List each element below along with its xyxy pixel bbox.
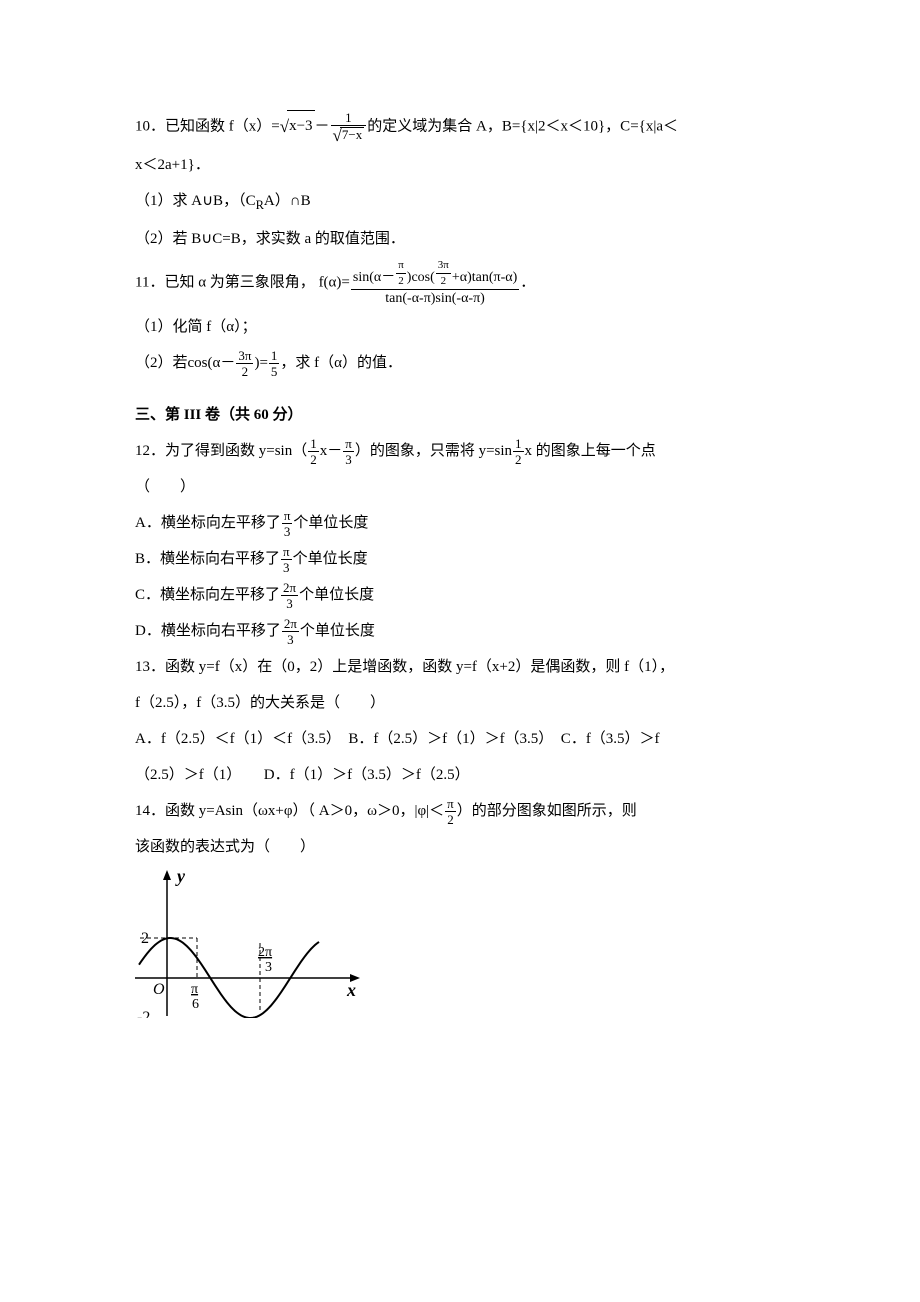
q10-suffix: 的定义域为集合 A，B={x|2＜x＜10}，C={x|a＜ (367, 118, 678, 134)
q10-line1: 10．已知函数 f（x）=√x−3－1√7−x的定义域为集合 A，B={x|2＜… (135, 110, 785, 144)
svg-text:π: π (191, 982, 198, 997)
q14-line1: 14．函数 y=Asin（ωx+φ）（ A＞0，ω＞0，|φ|＜π2）的部分图象… (135, 796, 785, 826)
q11-p1: （1）化简 f（α）； (135, 312, 785, 342)
q10-minus: － (315, 118, 330, 134)
svg-text:-2: -2 (137, 1009, 150, 1018)
q10-line2: x＜2a+1}． (135, 150, 785, 180)
q14-graph: y x O 2 -2 π6 2π3 (135, 868, 785, 1029)
q13-line1: 13．函数 y=f（x）在（0，2）上是增函数，函数 y=f（x+2）是偶函数，… (135, 652, 785, 682)
section-3-heading: 三、第 III 卷（共 60 分） (135, 400, 785, 430)
q11-fa-eq: f(α)= (319, 274, 350, 290)
svg-text:6: 6 (192, 997, 199, 1012)
q10-p1: （1）求 A∪B，（CRA）∩B (135, 186, 785, 218)
q12-line1: 12．为了得到函数 y=sin（12x－π3）的图象，只需将 y=sin12x … (135, 436, 785, 466)
sqrt-x-3: √x−3 (280, 110, 315, 144)
svg-text:y: y (175, 868, 186, 886)
q11-dot: ． (520, 274, 535, 290)
q11-big-frac: sin(α－π2)cos(3π2+α)tan(π-α) tan(-α-π)sin… (351, 260, 519, 306)
q13-line4: （2.5）＞f（1） D．f（1）＞f（3.5）＞f（2.5） (135, 760, 785, 790)
q12-blank: （ ） (135, 472, 785, 502)
graph-svg: y x O 2 -2 π6 2π3 (135, 868, 365, 1018)
frac-1-over-sqrt: 1√7−x (331, 111, 367, 144)
q11-prefix: 11．已知 α 为第三象限角， (135, 274, 315, 290)
q10-prefix: 10．已知函数 f（x）= (135, 118, 280, 134)
q11-line1: 11．已知 α 为第三象限角， f(α)= sin(α－π2)cos(3π2+α… (135, 260, 785, 306)
q12-B: B．横坐标向右平移了π3个单位长度 (135, 544, 785, 574)
q13-line3: A．f（2.5）＜f（1）＜f（3.5） B．f（2.5）＞f（1）＞f（3.5… (135, 724, 785, 754)
q13-line2: f（2.5），f（3.5）的大关系是（ ） (135, 688, 785, 718)
svg-text:O: O (153, 981, 165, 998)
q10-p2: （2）若 B∪C=B，求实数 a 的取值范围． (135, 224, 785, 254)
q12-C: C．横坐标向左平移了2π3个单位长度 (135, 580, 785, 610)
q12-A: A．横坐标向左平移了π3个单位长度 (135, 508, 785, 538)
svg-text:3: 3 (265, 960, 272, 975)
svg-text:x: x (346, 980, 356, 1000)
q12-D: D．横坐标向右平移了2π3个单位长度 (135, 616, 785, 646)
q14-line2: 该函数的表达式为（ ） (135, 832, 785, 862)
svg-text:2π: 2π (258, 945, 272, 960)
q11-p2: （2）若cos(α－3π2)=15，求 f（α）的值． (135, 348, 785, 378)
svg-text:2: 2 (141, 930, 149, 947)
